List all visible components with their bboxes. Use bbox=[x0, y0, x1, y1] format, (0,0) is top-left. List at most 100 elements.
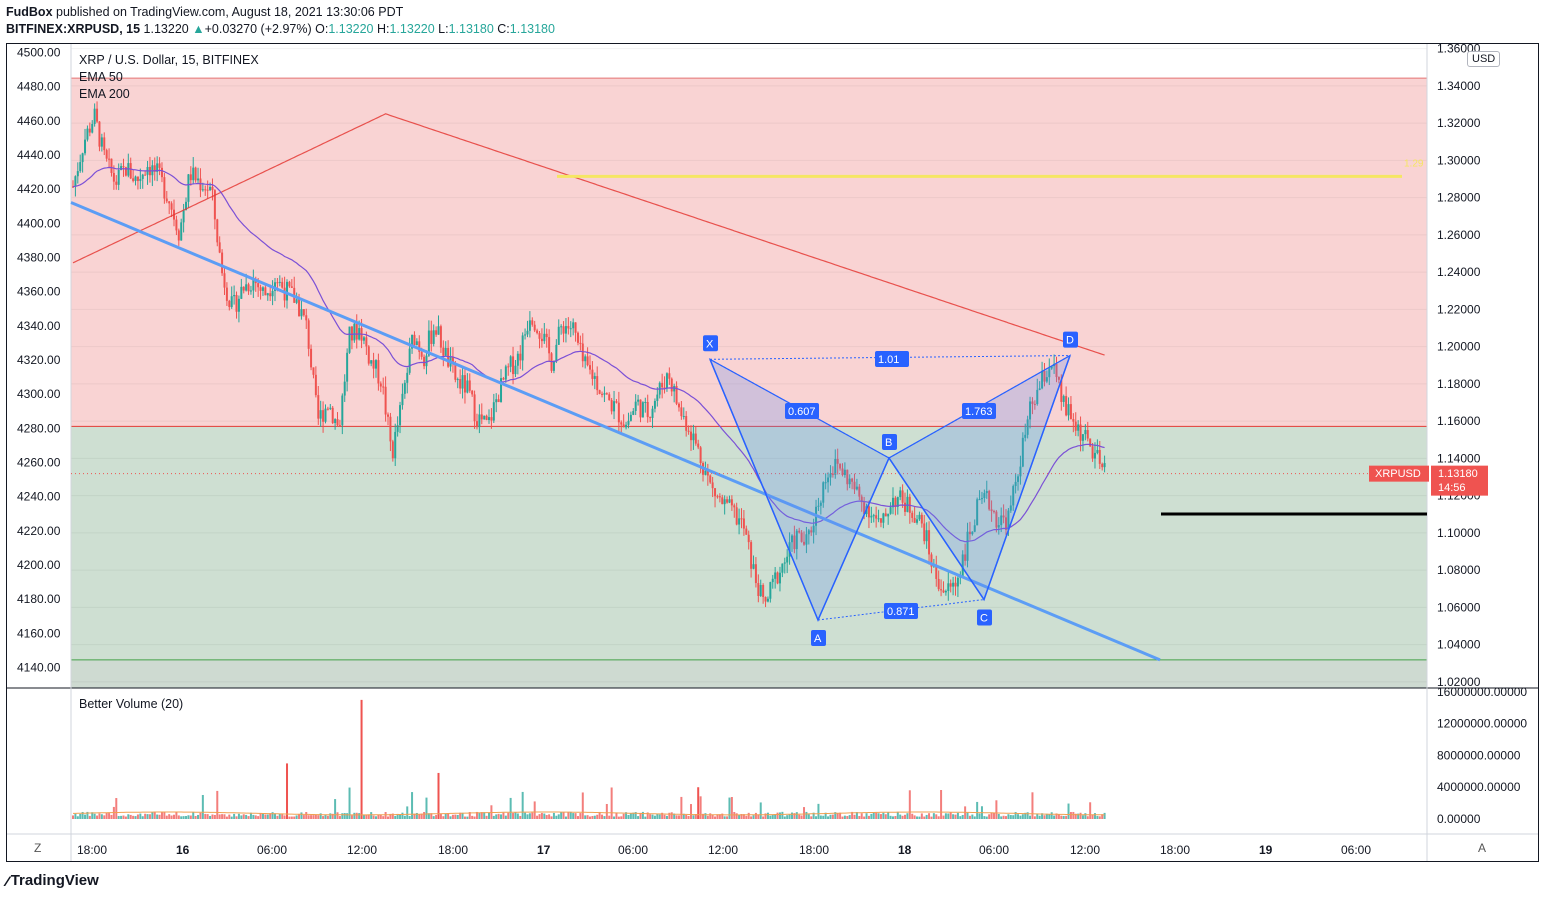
volume-bar bbox=[976, 801, 979, 819]
candle-body bbox=[843, 469, 846, 476]
ema200-legend[interactable]: EMA 200 bbox=[79, 87, 130, 101]
harmonic-ratio-label: 0.607 bbox=[788, 406, 816, 418]
candle-body bbox=[1055, 363, 1058, 378]
volume-bar bbox=[148, 814, 151, 819]
volume-bar bbox=[908, 790, 911, 819]
volume-bar bbox=[740, 814, 743, 819]
currency-badge[interactable]: USD bbox=[1467, 51, 1501, 67]
volume-bar bbox=[1086, 816, 1089, 819]
candle-body bbox=[848, 478, 851, 485]
countdown-tag: 14:56 bbox=[1438, 482, 1466, 494]
volume-bar bbox=[545, 815, 548, 819]
volume-bar bbox=[122, 815, 125, 819]
volume-bar bbox=[221, 814, 224, 819]
zoom-corner-left[interactable]: Z bbox=[34, 841, 42, 855]
volume-bar bbox=[317, 815, 320, 819]
volume-bar bbox=[403, 815, 406, 819]
volume-bar bbox=[663, 814, 666, 819]
candle-body bbox=[555, 344, 558, 362]
candle-body bbox=[786, 556, 789, 563]
candle-body bbox=[899, 490, 902, 498]
volume-bar bbox=[1026, 812, 1029, 819]
candle-body bbox=[338, 425, 341, 427]
volume-bar bbox=[711, 814, 714, 819]
candle-body bbox=[819, 502, 822, 506]
candle-body bbox=[526, 330, 529, 335]
volume-bar bbox=[79, 813, 82, 819]
harmonic-ratio-box bbox=[875, 351, 909, 367]
volume-bar bbox=[278, 813, 281, 819]
volume-bar bbox=[182, 816, 185, 819]
volume-bar bbox=[110, 814, 113, 819]
volume-bar bbox=[613, 816, 616, 819]
volume-bar bbox=[860, 813, 863, 819]
volume-bar bbox=[172, 814, 175, 819]
candle-body bbox=[355, 323, 358, 340]
candle-body bbox=[1024, 434, 1027, 438]
candle-body bbox=[641, 402, 644, 418]
ema50-legend[interactable]: EMA 50 bbox=[79, 70, 123, 84]
candle-body bbox=[608, 394, 611, 401]
volume-bar bbox=[798, 814, 801, 819]
volume-bar bbox=[365, 814, 368, 819]
volume-bar bbox=[870, 813, 873, 819]
candle-body bbox=[918, 514, 921, 520]
candle-body bbox=[774, 572, 777, 579]
candle-body bbox=[961, 554, 964, 577]
auto-scale-corner-right[interactable]: A bbox=[1478, 841, 1487, 855]
volume-bar bbox=[1019, 815, 1022, 819]
candle-body bbox=[1065, 396, 1068, 416]
candle-body bbox=[697, 443, 700, 448]
right-axis-tick: 1.08000 bbox=[1437, 563, 1481, 577]
candle-body bbox=[343, 381, 346, 396]
left-axis-tick: 4340.00 bbox=[17, 319, 61, 333]
candle-body bbox=[192, 167, 195, 181]
volume-bar bbox=[509, 797, 512, 819]
candle-body bbox=[1101, 463, 1104, 468]
tradingview-logo[interactable]: ⁄⁄ TradingView bbox=[6, 872, 99, 889]
candle-body bbox=[514, 365, 517, 375]
volume-bar bbox=[1074, 813, 1077, 819]
volume-bar bbox=[689, 804, 692, 819]
volume-legend[interactable]: Better Volume (20) bbox=[79, 697, 184, 711]
volume-bar bbox=[1055, 813, 1058, 819]
candle-body bbox=[706, 470, 709, 476]
chart-canvas[interactable]: 4500.00 4480.00 4460.00 4440.00 4420.00 4400.… bbox=[7, 44, 1539, 862]
candle-body bbox=[490, 417, 493, 421]
red-zone bbox=[71, 78, 1427, 427]
volume-bar bbox=[742, 814, 745, 819]
candle-body bbox=[507, 366, 510, 368]
candle-body bbox=[870, 515, 873, 518]
candle-body bbox=[968, 531, 971, 535]
harmonic-point-box bbox=[811, 630, 826, 647]
volume-bar bbox=[307, 815, 310, 819]
volume-bar bbox=[353, 812, 356, 819]
candle-body bbox=[552, 361, 555, 371]
candle-body bbox=[144, 174, 147, 176]
candle-body bbox=[677, 403, 680, 408]
volume-bar bbox=[209, 815, 212, 819]
volume-bar bbox=[86, 811, 89, 819]
publish-line: FudBox published on TradingView.com, Aug… bbox=[6, 5, 403, 19]
volume-bar bbox=[266, 814, 269, 819]
volume-bar bbox=[194, 815, 197, 819]
volume-bar bbox=[76, 816, 79, 819]
volume-bar bbox=[504, 815, 507, 819]
volume-bar bbox=[940, 790, 943, 819]
volume-bar bbox=[552, 812, 555, 819]
volume-bar bbox=[954, 814, 957, 819]
candle-body bbox=[790, 535, 793, 543]
chart-frame[interactable]: 4500.00 4480.00 4460.00 4440.00 4420.00 4400.… bbox=[6, 43, 1539, 862]
volume-bar bbox=[105, 812, 108, 819]
candle-body bbox=[242, 286, 245, 291]
volume-bar bbox=[721, 813, 724, 819]
candle-body bbox=[206, 189, 209, 191]
volume-bar bbox=[930, 816, 933, 819]
main-legend-title[interactable]: XRP / U.S. Dollar, 15, BITFINEX bbox=[79, 53, 259, 67]
candle-body bbox=[120, 166, 123, 171]
candle-body bbox=[213, 190, 216, 220]
volume-bar bbox=[290, 816, 293, 819]
candle-body bbox=[423, 356, 426, 367]
volume-bar bbox=[124, 816, 127, 819]
volume-bar bbox=[1031, 792, 1034, 819]
